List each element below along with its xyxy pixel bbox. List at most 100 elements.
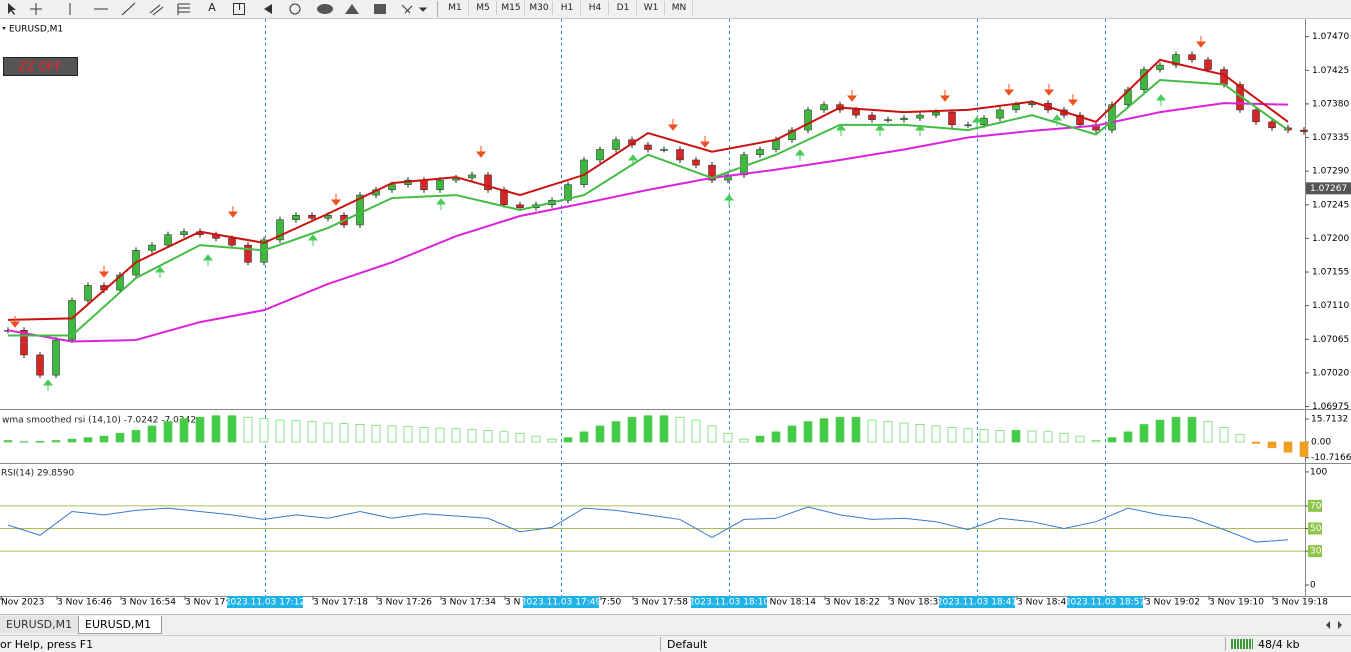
candle — [148, 244, 156, 251]
candle — [644, 144, 652, 150]
sell-arrow — [939, 90, 951, 102]
candle — [708, 164, 716, 181]
time-label: 3 Nov 18:3 — [889, 598, 938, 608]
candle — [436, 179, 444, 191]
hist-bar — [19, 440, 29, 443]
cursor — [8, 3, 16, 15]
sell-arrow — [227, 206, 239, 218]
buy-arrow — [1155, 94, 1167, 106]
candle — [788, 129, 796, 141]
candle — [388, 184, 396, 191]
arrow-tool — [264, 4, 272, 14]
timeframe-button[interactable]: H1 — [554, 1, 581, 15]
candle — [468, 174, 476, 179]
label-tool[interactable]: T — [236, 2, 243, 13]
sell-arrow — [330, 194, 342, 206]
tab-scroll[interactable] — [1322, 621, 1330, 629]
hist-bar — [323, 422, 333, 443]
hist-tick-label: 15.7132 — [1311, 415, 1348, 425]
status-traffic: 48/4 kb — [1258, 638, 1300, 651]
candle — [484, 174, 492, 191]
trendline — [121, 2, 136, 16]
timeframe-button[interactable]: H4 — [582, 1, 609, 15]
price-tick-label: 1.07200 — [1312, 234, 1349, 244]
price-tick-label: 1.06975 — [1312, 402, 1349, 412]
buy-arrow — [435, 198, 447, 210]
candle — [180, 231, 188, 235]
buy-arrow — [202, 254, 214, 266]
rsi-level-box — [1308, 522, 1322, 535]
timeframe-button[interactable]: D1 — [610, 1, 637, 15]
hist-bar — [1155, 419, 1165, 443]
hist-bar — [1027, 430, 1037, 443]
symbol-label: EURUSD,M1 — [9, 25, 63, 35]
candle — [324, 214, 332, 219]
zz-button[interactable] — [3, 57, 78, 76]
zz-button-label[interactable]: ZZ OFF — [18, 60, 62, 74]
sell-arrow — [1003, 84, 1015, 96]
moving-average — [8, 78, 1289, 337]
hist-bar — [691, 419, 701, 443]
hist-bar — [643, 415, 653, 443]
price-tick-label: 1.07110 — [1312, 301, 1349, 311]
candle — [820, 104, 828, 111]
timeframe-button[interactable]: M30 — [526, 1, 553, 15]
toolbar: A T M1 M5 M15 M30 H1 H4 D1 W1 MN — [0, 0, 1351, 19]
sell-arrow — [9, 316, 21, 328]
rsi-tick-label: 100 — [1310, 467, 1327, 477]
rsi-line — [7, 506, 1289, 543]
sell-arrow — [846, 90, 858, 102]
candle — [884, 119, 892, 121]
candle — [660, 149, 668, 151]
hist-bar — [1043, 431, 1053, 443]
hist-bar — [547, 438, 557, 443]
hist-tick-label: 0.00 — [1311, 437, 1331, 447]
time-label: 3 Nov 19:18 — [1273, 598, 1328, 608]
candle — [68, 300, 76, 341]
status-divider — [660, 637, 661, 651]
timeframe-button[interactable]: MN — [666, 1, 693, 15]
text-tool[interactable]: A — [208, 1, 216, 14]
candle — [612, 139, 620, 150]
time-marker-box — [1067, 596, 1143, 608]
hist-bar — [419, 427, 429, 443]
rsi-tick-label: 30 — [1310, 547, 1322, 557]
buy-arrow — [154, 266, 166, 278]
hist-bar — [947, 427, 957, 443]
hist-bar — [243, 416, 253, 443]
tab-scroll[interactable] — [1338, 621, 1346, 629]
moving-average — [7, 58, 1289, 321]
time-marker-box — [523, 596, 599, 608]
chart-tab-active[interactable]: EURUSD,M1 — [78, 616, 162, 634]
time-label: Nov 2023 — [1, 598, 44, 608]
status-help: or Help, press F1 — [0, 638, 94, 651]
candle — [1188, 54, 1196, 61]
rsi-tick-label: 50 — [1310, 524, 1322, 534]
time-label: 3 Nov 17:18 — [313, 598, 368, 608]
timeframe-button[interactable]: M5 — [470, 1, 497, 15]
rsi-level-box — [1308, 499, 1322, 512]
candle — [868, 114, 876, 120]
time-marker-label: 2023.11.03 17:49 — [521, 598, 602, 608]
hist-bar — [83, 437, 93, 443]
hist-bar — [1203, 421, 1213, 443]
hist-bar — [339, 423, 349, 443]
sell-arrow — [667, 119, 679, 131]
sell-arrow — [699, 136, 711, 148]
candle — [932, 111, 940, 116]
hist-bar — [899, 422, 909, 443]
timeframe-button[interactable]: M15 — [498, 1, 525, 15]
hist-bar — [579, 431, 589, 443]
candle — [1172, 54, 1180, 66]
timeframe-button[interactable]: W1 — [638, 1, 665, 15]
hist-bar — [611, 421, 621, 443]
hist-bar — [35, 440, 45, 443]
hist-bar — [115, 432, 125, 443]
text-label-tool — [233, 3, 245, 15]
timeframe-button[interactable]: M1 — [442, 1, 469, 15]
candle — [1204, 59, 1212, 70]
triangle-tool — [345, 4, 359, 14]
toolbar-icons — [8, 1, 438, 17]
time-label: 3 Nov 18:4 — [1017, 598, 1066, 608]
chart-tab[interactable]: EURUSD,M1 — [0, 616, 79, 633]
